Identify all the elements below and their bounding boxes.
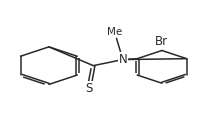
Text: Me: Me [107, 27, 122, 37]
Text: N: N [119, 53, 127, 66]
Text: Br: Br [155, 35, 168, 48]
Text: S: S [85, 82, 93, 95]
